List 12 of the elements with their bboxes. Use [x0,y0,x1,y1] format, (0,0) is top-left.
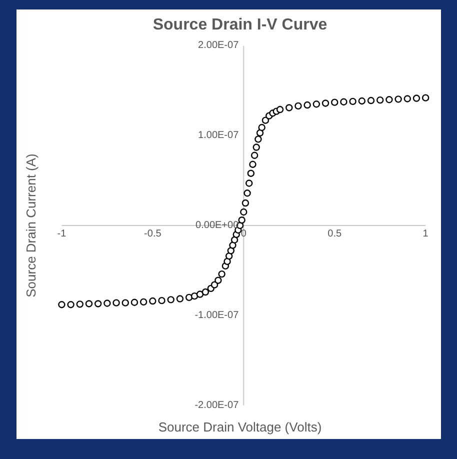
y-tick-label: 2.00E-07 [198,40,240,52]
chart-title: Source Drain I-V Curve [152,16,328,34]
y-tick-label: -1.00E-07 [194,310,240,321]
y-tick-label: -2.00E-07 [194,400,240,411]
x-tick-label: 1 [422,228,429,240]
y-tick-label: 1.00E-07 [198,130,240,142]
x-tick-label: 0.5 [328,228,342,240]
x-tick-label: 0 [240,228,247,240]
y-axis-title: Source Drain Current (A) [24,154,38,298]
x-tick-label: -0.5 [144,228,162,240]
x-tick-label: -1 [57,228,67,240]
x-axis-title: Source Drain Voltage (Volts) [158,420,322,434]
